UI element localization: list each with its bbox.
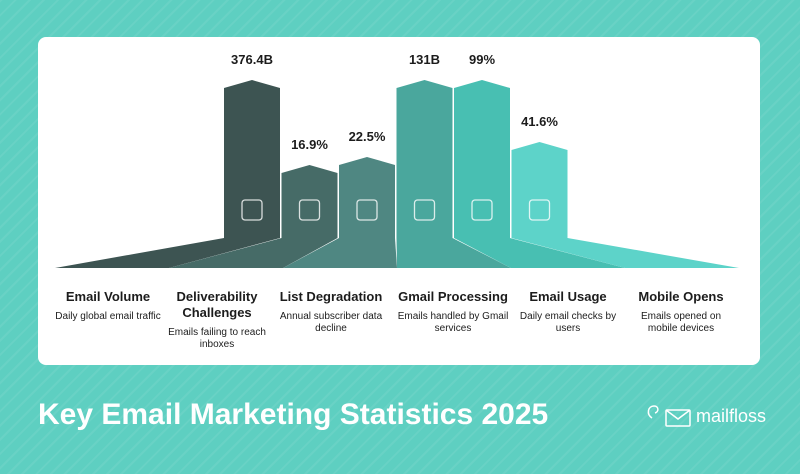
stat-title: Mobile Opens: [638, 289, 724, 304]
value-label: 99%: [469, 52, 495, 67]
bar: [396, 80, 453, 238]
stat-description: Daily email checks by users: [519, 311, 617, 334]
stat-column: List Degradation Annual subscriber data d…: [275, 289, 387, 335]
stat-description: Daily global email traffic: [55, 311, 161, 322]
bar: [454, 80, 510, 238]
value-label: 16.9%: [291, 137, 328, 152]
stat-description: Emails handled by Gmail services: [397, 311, 509, 334]
stat-column: Email Volume Daily global email traffic: [52, 289, 164, 323]
floor-segment: [283, 238, 397, 268]
value-label: 41.6%: [521, 114, 558, 129]
bar-icon: [356, 199, 378, 221]
value-label: 22.5%: [349, 129, 386, 144]
stat-title: Deliverability Challenges: [176, 289, 258, 320]
bar: [224, 80, 280, 238]
floor-segment: [55, 238, 280, 268]
bar-icon: [241, 199, 263, 221]
stat-description: Emails failing to reach inboxes: [168, 327, 266, 350]
stat-title: List Degradation: [279, 289, 383, 304]
floor-segment: [169, 238, 338, 268]
bar: [339, 157, 395, 238]
stat-description: Emails opened on mobile devices: [640, 311, 722, 334]
logo-icon: [647, 405, 691, 427]
stat-title: Email Volume: [65, 289, 151, 304]
stat-title: Email Usage: [529, 289, 607, 304]
bar-icon: [413, 199, 436, 221]
bar-icon: [471, 199, 493, 221]
floor-segment: [511, 238, 739, 268]
stat-column: Gmail Processing Emails handled by Gmail …: [397, 289, 509, 335]
bar-icon: [298, 199, 321, 221]
stat-column: Deliverability Challenges Emails failing …: [161, 289, 273, 351]
floor-segment: [396, 238, 511, 268]
footer-title: Key Email Marketing Statistics 2025: [38, 398, 549, 431]
stat-column: Email Usage Daily email checks by users: [512, 289, 624, 335]
value-label: 376.4B: [231, 52, 273, 67]
stat-description: Annual subscriber data decline: [279, 311, 383, 334]
bar: [281, 165, 338, 238]
value-label: 131B: [409, 52, 440, 67]
bar: [511, 142, 568, 238]
floor-segment: [454, 238, 625, 268]
brand: mailfloss: [696, 406, 767, 426]
bar-icon: [528, 199, 551, 221]
stat-column: Mobile Opens Emails opened on mobile devi…: [625, 289, 737, 335]
stat-title: Gmail Processing: [398, 289, 508, 304]
